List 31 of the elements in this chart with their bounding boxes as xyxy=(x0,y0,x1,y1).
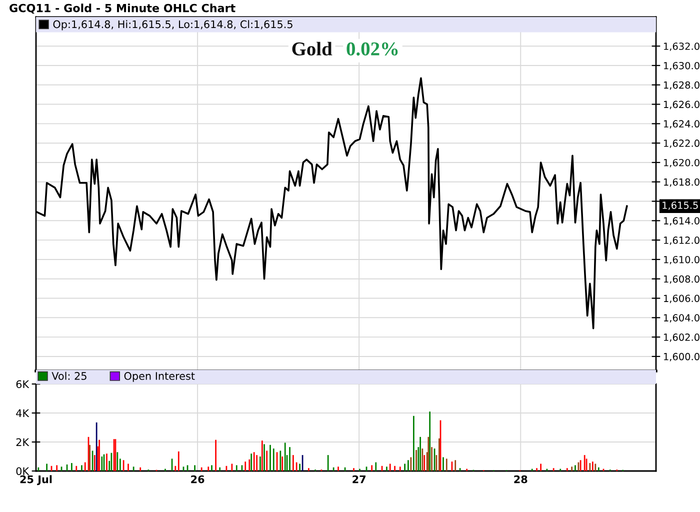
y-tick-label: 1,632.0 xyxy=(664,42,700,51)
annotation: 0.02% xyxy=(346,42,398,56)
y-tick-label: 1,602.0 xyxy=(664,334,700,342)
x-tick-label: 25 Jul xyxy=(20,475,52,486)
legend-label: Vol: 25 xyxy=(52,372,86,380)
y-tick-label: 1,600.0 xyxy=(664,352,700,362)
y-tick-label: 0K xyxy=(16,467,30,476)
y-tick-label: 1,608.0 xyxy=(664,275,700,284)
y-tick-label: 6K xyxy=(16,380,30,388)
y-tick-label: 1,628.0 xyxy=(664,81,700,90)
x-tick-label: 26 xyxy=(191,475,204,484)
legend-label: Op:1,614.8, Hi:1,615.5, Lo:1,614.8, Cl:1,615.5 xyxy=(53,20,292,30)
y-tick-label: 2K xyxy=(16,438,30,446)
y-tick-label: 4K xyxy=(16,409,30,417)
y-tick-label: 1,614.0 xyxy=(664,217,700,226)
y-tick-label: 1,622.0 xyxy=(664,140,700,148)
y-tick-label: 1,604.0 xyxy=(664,314,700,322)
y-tick-label: 1,626.0 xyxy=(664,100,700,110)
legend-label: Open Interest xyxy=(124,372,195,382)
x-tick-label: 27 xyxy=(352,475,366,484)
chart-title: GCQ11 - Gold - 5 Minute OHLC Chart xyxy=(10,4,236,14)
y-tick-label: 1,624.0 xyxy=(664,120,700,129)
y-tick-label: 1,630.0 xyxy=(664,62,700,70)
y-tick-label: 1,606.0 xyxy=(664,294,700,304)
y-tick-label: 1,620.0 xyxy=(664,158,700,168)
x-tick-label: 28 xyxy=(514,475,528,484)
annotation: Gold xyxy=(292,42,332,56)
y-tick-label: 1,618.0 xyxy=(664,178,700,187)
y-tick-label: 1,610.0 xyxy=(664,256,700,264)
text: 1,615.5 xyxy=(662,202,698,210)
y-tick-label: 1,612.0 xyxy=(664,236,700,245)
